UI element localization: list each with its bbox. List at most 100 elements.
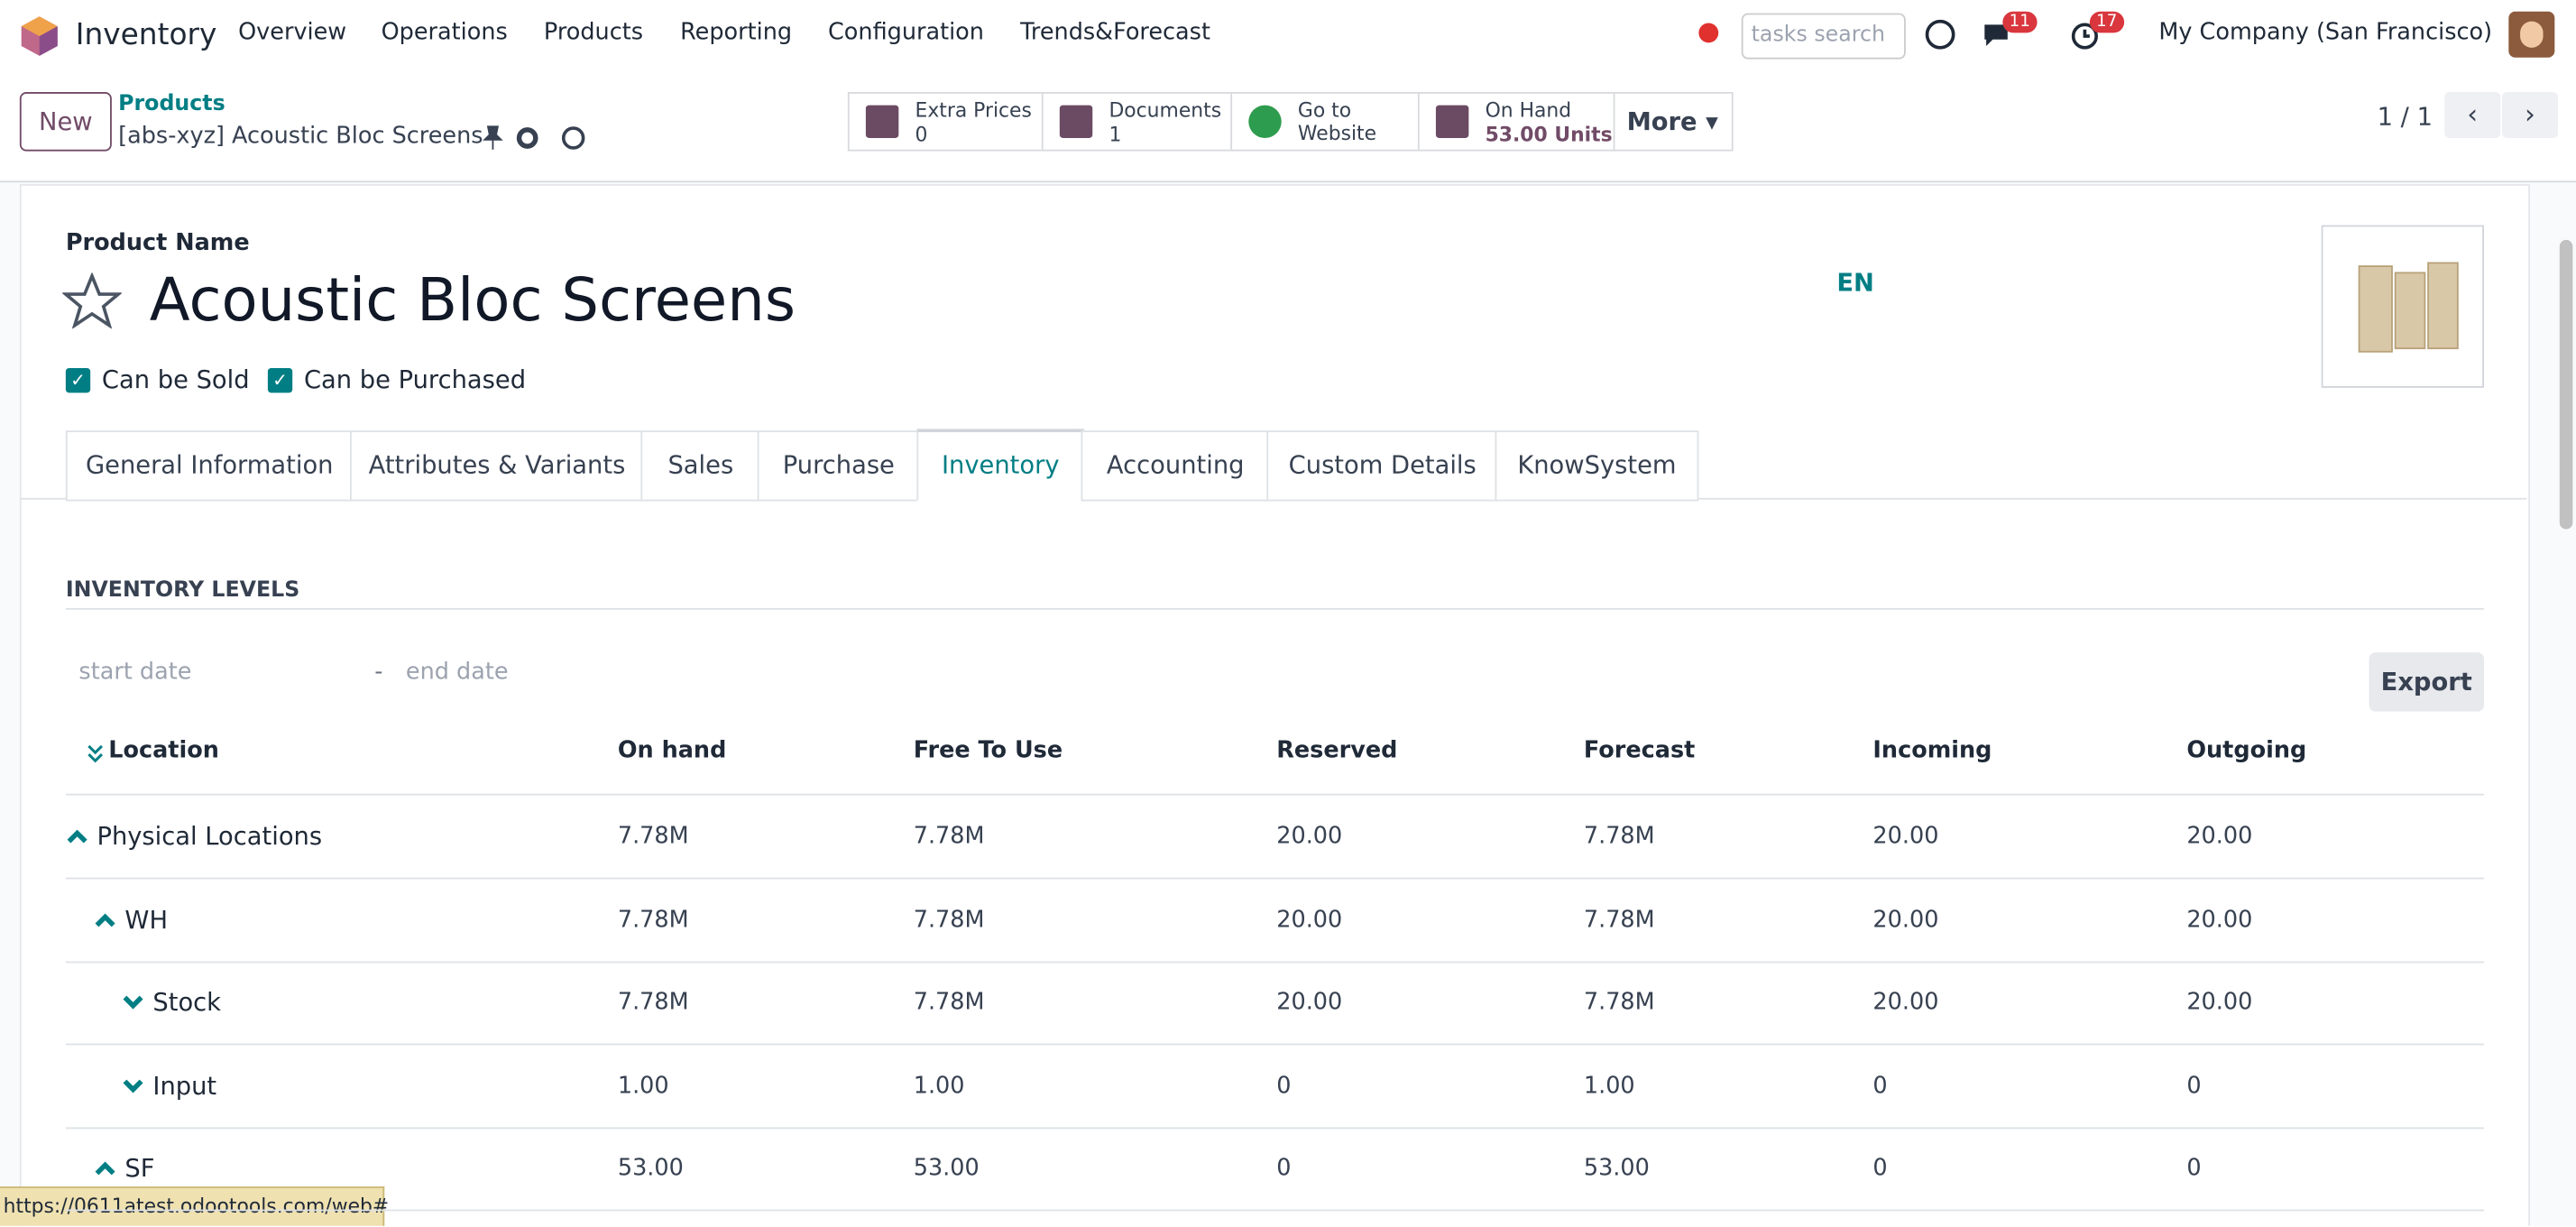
- new-button[interactable]: New: [19, 92, 112, 152]
- company-switcher[interactable]: My Company (San Francisco): [2158, 19, 2493, 47]
- end-date[interactable]: end date: [405, 659, 509, 686]
- cell: 7.78M: [913, 989, 985, 1016]
- smart-label: On Hand: [1485, 98, 1572, 122]
- smart-icon: [1435, 105, 1469, 139]
- collapse-icon[interactable]: [94, 1158, 117, 1181]
- collapse-icon[interactable]: [66, 825, 89, 848]
- search-placeholder: tasks search: [1751, 23, 1886, 48]
- location-name[interactable]: Physical Locations: [97, 821, 323, 852]
- pager-prev[interactable]: ‹: [2444, 92, 2501, 139]
- cell: 0: [1276, 1073, 1292, 1100]
- scrollbar[interactable]: [2559, 239, 2573, 530]
- menu-item[interactable]: Configuration: [828, 19, 984, 47]
- discuss-icon[interactable]: [1924, 16, 1956, 52]
- pager-next[interactable]: ›: [2502, 92, 2558, 139]
- column-header[interactable]: On hand: [617, 737, 727, 764]
- more-button[interactable]: More ▾: [1611, 92, 1734, 152]
- tab-active[interactable]: Inventory: [916, 429, 1085, 502]
- tab[interactable]: Attributes & Variants: [349, 430, 645, 502]
- breadcrumb[interactable]: Products: [118, 92, 225, 117]
- cell: 0: [2186, 1073, 2202, 1100]
- smart-icon: [865, 105, 899, 139]
- column-header[interactable]: Reserved: [1276, 737, 1398, 764]
- location-name[interactable]: SF: [124, 1154, 155, 1185]
- cell: 7.78M: [1583, 989, 1655, 1016]
- smart-button[interactable]: Extra Prices 0: [847, 92, 1045, 152]
- menu-item[interactable]: Overview: [238, 19, 347, 47]
- smart-button[interactable]: Documents 1: [1041, 92, 1234, 152]
- row-line: [65, 1210, 2485, 1213]
- favorite-star[interactable]: [62, 272, 122, 329]
- menu-item[interactable]: Trends&Forecast: [1020, 19, 1210, 47]
- product-name[interactable]: Acoustic Bloc Screens: [149, 267, 796, 336]
- collapse-icon[interactable]: [94, 909, 117, 932]
- smart-label: Go to Website: [1297, 98, 1377, 145]
- menu-item[interactable]: Reporting: [680, 19, 793, 47]
- record-indicator[interactable]: [1698, 23, 1719, 43]
- pager: 1 / 1: [2377, 101, 2433, 132]
- tab[interactable]: Purchase: [757, 430, 921, 502]
- activities-icon[interactable]: [2070, 20, 2102, 52]
- cell: 53.00: [1583, 1156, 1650, 1183]
- cell: 53.00: [913, 1156, 980, 1183]
- column-header[interactable]: Free To Use: [913, 737, 1063, 764]
- product-image[interactable]: [2321, 225, 2485, 388]
- smart-value: 1: [1109, 123, 1122, 147]
- cell: 7.78M: [617, 989, 689, 1016]
- cell: 20.00: [2186, 989, 2253, 1016]
- cell: 7.78M: [1583, 906, 1655, 933]
- column-header[interactable]: Forecast: [1583, 737, 1696, 764]
- tab[interactable]: KnowSystem: [1495, 430, 1699, 502]
- record-title: [abs-xyz] Acoustic Bloc Screens: [118, 123, 483, 150]
- location-name[interactable]: Stock: [152, 988, 222, 1018]
- location-name[interactable]: WH: [124, 904, 169, 935]
- row-line: [65, 960, 2485, 963]
- column-header[interactable]: Location: [108, 737, 219, 764]
- user-avatar[interactable]: [2508, 11, 2555, 58]
- checkbox[interactable]: ✓: [65, 368, 91, 393]
- checkbox-label[interactable]: Can be Sold: [101, 364, 250, 395]
- search-box[interactable]: tasks search: [1741, 13, 1906, 60]
- start-date[interactable]: start date: [78, 659, 192, 686]
- record-actions[interactable]: [480, 124, 595, 153]
- cell: 53.00: [617, 1156, 684, 1183]
- cell: 1.00: [617, 1073, 669, 1100]
- messages-icon[interactable]: [1982, 20, 2018, 52]
- more-label: More: [1626, 106, 1697, 137]
- cell: 7.78M: [913, 906, 985, 933]
- menu-item[interactable]: Products: [543, 19, 644, 47]
- export-button[interactable]: Export: [2369, 652, 2485, 712]
- app-name[interactable]: Inventory: [75, 18, 217, 53]
- navbar: Inventory tasks search 11 17 My Company …: [0, 0, 2576, 73]
- cell: 0: [2186, 1156, 2202, 1183]
- cell: 20.00: [1276, 906, 1343, 933]
- collapse-all-icon[interactable]: [84, 741, 107, 764]
- expand-icon[interactable]: [122, 1075, 145, 1098]
- tab[interactable]: Accounting: [1081, 430, 1270, 502]
- column-header[interactable]: Outgoing: [2186, 737, 2307, 764]
- checkbox-label[interactable]: Can be Purchased: [303, 364, 527, 395]
- location-name[interactable]: Input: [152, 1071, 217, 1101]
- smart-icon: [1059, 105, 1093, 139]
- expand-icon[interactable]: [122, 992, 145, 1015]
- cell: 20.00: [1276, 823, 1343, 850]
- smart-button[interactable]: Go to Website: [1230, 92, 1421, 152]
- smart-value: 53.00 Units: [1485, 123, 1613, 147]
- checkbox[interactable]: ✓: [267, 368, 293, 393]
- section-title: INVENTORY LEVELS: [65, 578, 300, 604]
- smart-button[interactable]: On Hand 53.00 Units: [1417, 92, 1615, 152]
- menu-item[interactable]: Operations: [381, 19, 508, 47]
- language-toggle[interactable]: EN: [1836, 267, 1874, 298]
- date-separator: -: [374, 659, 383, 686]
- column-header[interactable]: Incoming: [1872, 737, 1992, 764]
- form-sheet: [19, 184, 2531, 1226]
- cell: 20.00: [1872, 989, 1939, 1016]
- cell: 20.00: [1276, 989, 1343, 1016]
- cell: 7.78M: [617, 823, 689, 850]
- smart-icon: [1248, 105, 1282, 139]
- tab[interactable]: General Information: [65, 430, 354, 502]
- tab[interactable]: Sales: [640, 430, 761, 502]
- tab[interactable]: Custom Details: [1266, 430, 1499, 502]
